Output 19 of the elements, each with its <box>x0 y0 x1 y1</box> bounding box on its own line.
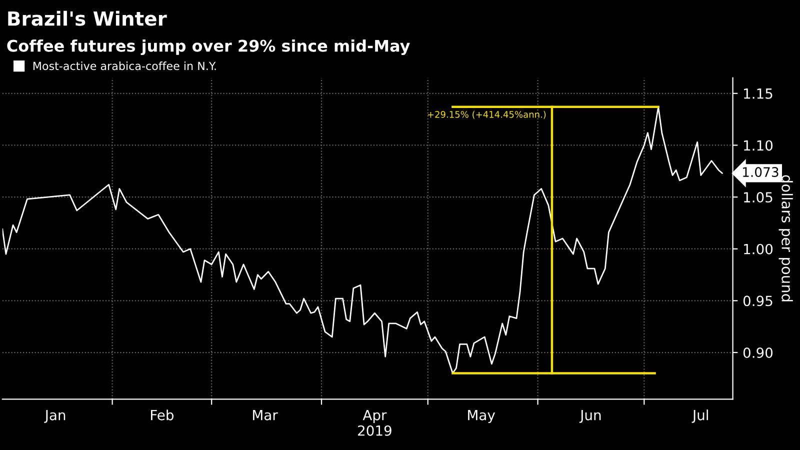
y-tick-label: 1.05 <box>744 192 772 203</box>
x-tick-label: Jan <box>44 410 66 423</box>
x-tick-label: Jun <box>579 410 601 423</box>
x-tick-label: Apr 2019 <box>358 410 392 436</box>
x-tick-label: May <box>468 410 496 424</box>
y-tick-label: 1.15 <box>744 88 772 99</box>
y-tick-label: 1.10 <box>744 140 773 151</box>
y-axis-title: dollars per pound <box>778 175 793 302</box>
annotation: 1.073 <box>743 167 778 178</box>
y-tick-label: 1.00 <box>744 244 773 254</box>
x-tick-label: Feb <box>151 410 174 420</box>
y-tick-label: 0.90 <box>743 347 773 358</box>
x-tick-label: Jul <box>692 410 708 423</box>
annotation: +29.15% (+414.45%ann.) <box>428 110 546 119</box>
chart-subtitle: Coffee futures jump over 29% since mid-May <box>7 39 410 56</box>
x-tick-label: Mar <box>253 410 278 420</box>
y-tick-label: 0.95 <box>743 296 772 306</box>
chart-title: Brazil's Winter <box>8 10 167 26</box>
legend-label: Most-active arabica-coffee in N.Y. <box>33 62 216 70</box>
